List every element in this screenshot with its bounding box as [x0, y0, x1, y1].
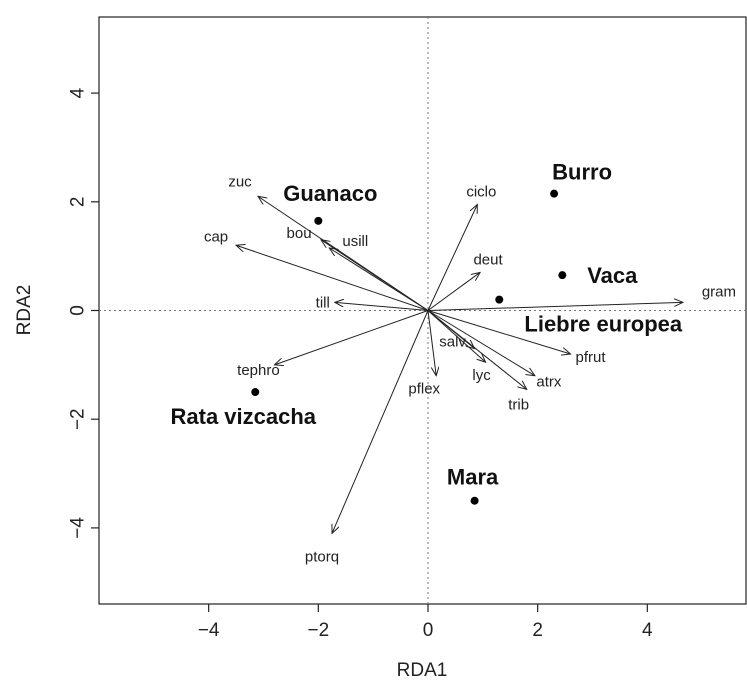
species-label-mara: Mara — [447, 465, 499, 490]
loading-arrow-gram — [427, 302, 683, 311]
arrow-label-cap: cap — [204, 228, 228, 245]
arrow-label-salv: salv — [439, 334, 466, 351]
y-tick-label: −4 — [68, 517, 89, 539]
arrow-label-zuc: zuc — [228, 173, 252, 190]
arrow-label-tephro: tephro — [237, 362, 280, 379]
species-label-burro: Burro — [552, 160, 612, 185]
arrow-label-atrx: atrx — [536, 374, 562, 391]
arrow-label-ciclo: ciclo — [466, 184, 496, 201]
arrow-label-pflex: pflex — [408, 381, 440, 398]
species-point-vaca — [558, 271, 567, 280]
loading-arrow-deut — [427, 272, 480, 311]
species-label-vaca: Vaca — [587, 263, 638, 288]
arrow-label-ptorq: ptorq — [305, 548, 339, 565]
x-tick-label: −4 — [198, 620, 220, 641]
loading-arrow-usill — [329, 248, 429, 311]
species-point-guanaco — [314, 216, 323, 225]
y-axis-title: RDA2 — [14, 285, 35, 336]
arrow-label-pfrut: pfrut — [576, 349, 607, 366]
species-label-liebre-europea: Liebre europea — [524, 312, 682, 337]
loading-arrows: zuc cap bou usill till tephro ptorq ciclo deut gr… — [204, 173, 736, 565]
loading-arrow-ciclo — [427, 205, 477, 311]
species-point-rata-vizcacha — [251, 388, 260, 397]
loading-arrow-cap — [236, 245, 429, 311]
arrow-label-gram: gram — [702, 283, 736, 300]
species-point-burro — [550, 189, 559, 198]
loading-arrow-pfrut — [427, 310, 571, 354]
loading-arrow-ptorq — [332, 310, 429, 534]
species-point-liebre-europea — [495, 295, 504, 304]
y-tick-label: 2 — [68, 197, 89, 208]
species-point-mara — [470, 496, 479, 505]
y-tick-label: 4 — [68, 87, 89, 98]
loading-arrow-pflex — [427, 310, 436, 376]
loading-arrow-salv — [427, 310, 475, 349]
arrow-label-till: till — [316, 294, 330, 311]
loading-arrow-lyc — [427, 310, 486, 363]
y-tick-label: −2 — [68, 408, 89, 430]
y-axis-ticks: −4 −2 0 2 4 — [68, 87, 99, 539]
x-tick-label: −2 — [307, 620, 329, 641]
species-points: Burro Guanaco Vaca Liebre europea Rata vizca… — [171, 160, 683, 505]
x-tick-label: 0 — [423, 620, 434, 641]
arrow-label-deut: deut — [473, 251, 503, 268]
species-label-guanaco: Guanaco — [283, 181, 377, 206]
x-axis-title: RDA1 — [397, 660, 448, 681]
loading-arrow-tephro — [274, 310, 429, 365]
loading-arrow-atrx — [427, 310, 535, 376]
arrow-label-usill: usill — [342, 233, 368, 250]
loading-arrow-till — [335, 302, 429, 311]
x-axis-ticks: −4 −2 0 2 4 — [198, 604, 653, 641]
y-tick-label: 0 — [68, 305, 89, 316]
x-tick-label: 2 — [532, 620, 543, 641]
species-label-rata-vizcacha: Rata vizcacha — [171, 404, 317, 429]
arrow-label-lyc: lyc — [472, 367, 491, 384]
x-tick-label: 4 — [642, 620, 653, 641]
arrow-label-trib: trib — [508, 396, 529, 413]
arrow-label-bou: bou — [287, 225, 312, 242]
